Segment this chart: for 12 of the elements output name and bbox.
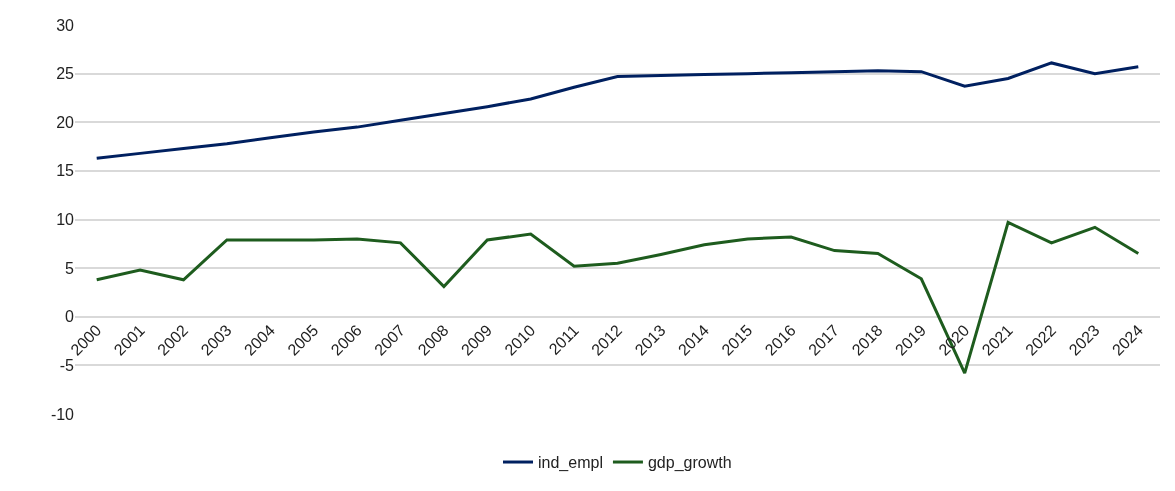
y-tick-label: 20 xyxy=(56,113,75,131)
y-tick-label: 30 xyxy=(56,16,75,34)
y-tick-label: 15 xyxy=(56,162,75,180)
y-tick-label: 10 xyxy=(56,211,75,229)
y-tick-label: -10 xyxy=(50,405,75,423)
y-tick-label: -5 xyxy=(59,356,75,374)
y-tick-label: 5 xyxy=(65,259,75,277)
line-series xyxy=(95,61,1140,160)
y-tick-label: 0 xyxy=(65,308,75,326)
y-tick-label: 25 xyxy=(56,65,75,83)
legend-label: gdp_growth xyxy=(647,454,732,473)
legend-label: ind_empl xyxy=(538,454,603,473)
